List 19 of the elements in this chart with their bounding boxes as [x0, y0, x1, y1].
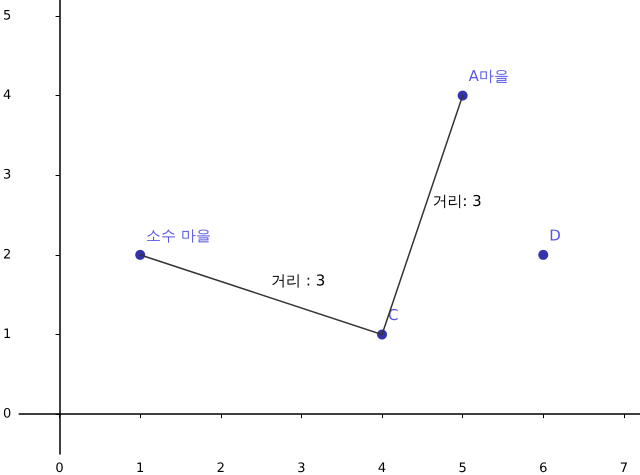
x-tick-label: 5 [458, 461, 467, 475]
series-label: A마을 [468, 67, 509, 86]
x-tick-label: 2 [216, 461, 225, 475]
y-tick-label: 3 [2, 168, 12, 183]
y-tick-label: 1 [2, 327, 12, 342]
series-label: D [549, 226, 561, 244]
x-tick-label: 0 [55, 461, 64, 475]
annotation: 거리 : 3 [271, 272, 326, 290]
y-tick-label: 0 [2, 406, 12, 422]
x-tick-label: 1 [136, 461, 144, 475]
y-tick-label: 2 [2, 247, 12, 262]
x-tick-label: 4 [378, 461, 386, 475]
x-tick-label: 6 [539, 461, 548, 475]
series-label: 소수 마을 [146, 226, 211, 244]
annotation: 거리: 3 [432, 192, 482, 210]
y-tick-label: 5 [2, 8, 12, 24]
x-tick-label: 3 [297, 461, 306, 475]
y-tick-label: 4 [2, 88, 12, 104]
x-tick-label: 7 [620, 461, 628, 475]
